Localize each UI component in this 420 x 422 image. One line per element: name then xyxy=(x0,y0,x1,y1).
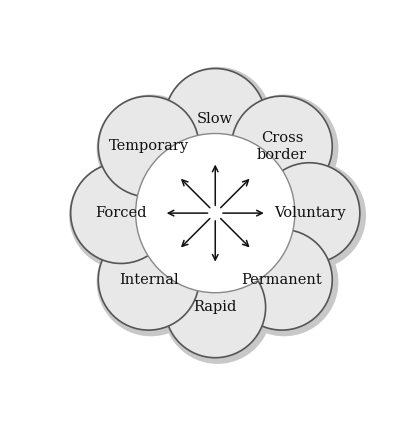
Circle shape xyxy=(259,163,360,263)
Text: Permanent: Permanent xyxy=(241,273,322,287)
Text: Voluntary: Voluntary xyxy=(274,206,345,220)
Circle shape xyxy=(165,68,265,169)
Text: Cross
border: Cross border xyxy=(257,131,307,162)
Circle shape xyxy=(163,67,272,176)
Circle shape xyxy=(231,96,332,197)
Circle shape xyxy=(98,96,199,197)
Circle shape xyxy=(231,230,332,330)
Circle shape xyxy=(230,228,339,336)
Circle shape xyxy=(97,95,205,203)
Circle shape xyxy=(257,161,366,270)
Circle shape xyxy=(71,163,171,263)
Text: Internal: Internal xyxy=(119,273,178,287)
Circle shape xyxy=(230,95,339,203)
Circle shape xyxy=(136,133,295,293)
Circle shape xyxy=(97,228,205,336)
Text: Slow: Slow xyxy=(197,112,234,126)
Text: Forced: Forced xyxy=(95,206,147,220)
Circle shape xyxy=(69,161,178,270)
Text: Rapid: Rapid xyxy=(194,300,237,314)
Circle shape xyxy=(163,255,272,364)
Circle shape xyxy=(165,257,265,358)
Text: Temporary: Temporary xyxy=(108,140,189,154)
Circle shape xyxy=(98,230,199,330)
